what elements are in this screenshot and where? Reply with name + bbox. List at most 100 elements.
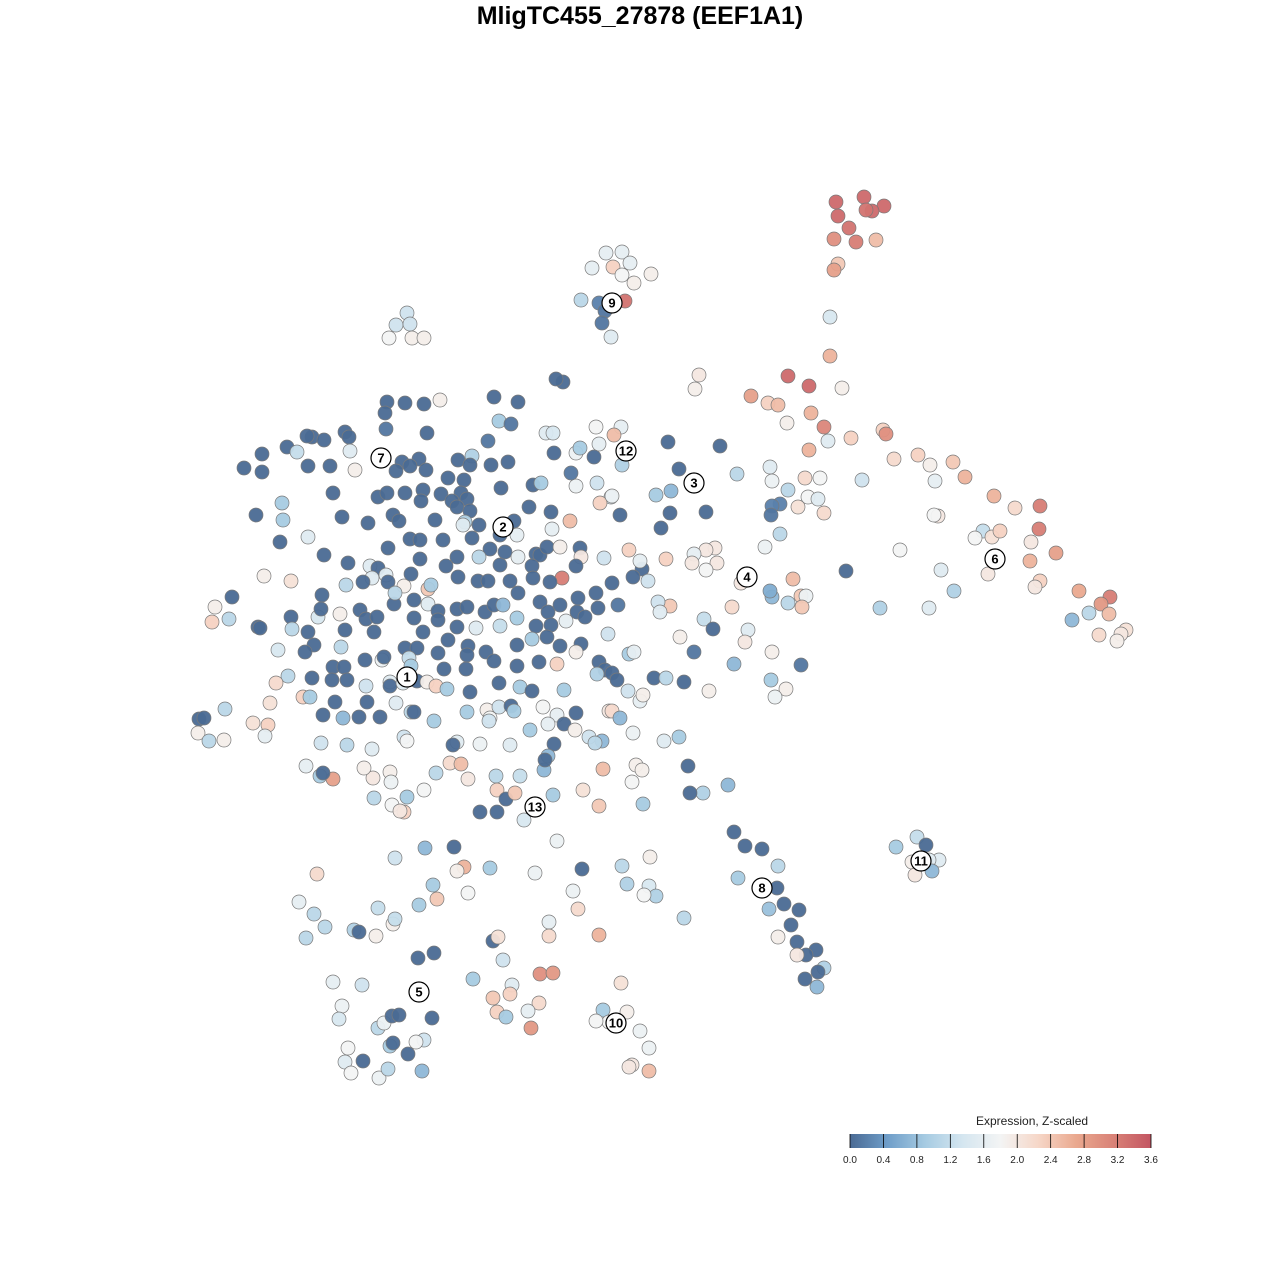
cluster-label-4: 4 [736, 566, 758, 588]
data-point [828, 194, 844, 210]
data-point [333, 639, 349, 655]
cluster-label-text: 4 [743, 570, 751, 585]
data-point [196, 710, 212, 726]
data-point [528, 618, 544, 634]
data-point [1093, 596, 1109, 612]
data-point [652, 604, 668, 620]
data-point [300, 458, 316, 474]
data-point [314, 587, 330, 603]
data-point [338, 577, 354, 593]
data-point [486, 653, 502, 669]
data-point [705, 621, 721, 637]
data-point [546, 736, 562, 752]
data-point [545, 965, 561, 981]
data-point [612, 710, 628, 726]
data-point [368, 928, 384, 944]
cluster-label-11: 11 [910, 850, 932, 872]
data-point [533, 475, 549, 491]
data-point [298, 930, 314, 946]
data-point [455, 517, 471, 533]
data-point [359, 694, 375, 710]
data-point [462, 684, 478, 700]
data-point [680, 758, 696, 774]
cluster-label-badge [984, 548, 1006, 570]
data-point [300, 624, 316, 640]
data-point [770, 858, 786, 874]
data-point [642, 849, 658, 865]
data-point [592, 495, 608, 511]
data-point [709, 555, 725, 571]
data-point [520, 1003, 536, 1019]
data-point [480, 573, 496, 589]
data-point [509, 610, 525, 626]
data-point [480, 433, 496, 449]
data-point [878, 426, 894, 442]
cluster-label-badge [683, 472, 705, 494]
data-point [539, 629, 555, 645]
data-point [686, 644, 702, 660]
data-point [812, 470, 828, 486]
data-point [306, 906, 322, 922]
data-point [428, 765, 444, 781]
data-point [289, 444, 305, 460]
data-point [980, 566, 996, 582]
cluster-label-3: 3 [683, 472, 705, 494]
data-point [459, 704, 475, 720]
data-point [503, 416, 519, 432]
cluster-label-text: 13 [528, 800, 542, 815]
data-point [430, 645, 446, 661]
data-point [672, 629, 688, 645]
data-point [316, 432, 332, 448]
data-point [643, 266, 659, 282]
data-point [335, 710, 351, 726]
data-point [356, 760, 372, 776]
data-point [826, 231, 842, 247]
data-point [691, 367, 707, 383]
data-point [778, 681, 794, 697]
data-point [595, 1002, 611, 1018]
cluster-label-text: 10 [609, 1016, 623, 1031]
data-point [791, 902, 807, 918]
data-point [588, 419, 604, 435]
cluster-label-text: 6 [991, 552, 998, 567]
data-point [316, 547, 332, 563]
data-point [415, 624, 431, 640]
data-point [524, 631, 540, 647]
data-point [540, 604, 556, 620]
data-point [509, 658, 525, 674]
data-point [506, 703, 522, 719]
data-point [497, 544, 513, 560]
data-point [531, 654, 547, 670]
data-point [1048, 545, 1064, 561]
data-point [1091, 627, 1107, 643]
data-point [332, 606, 348, 622]
points-layer [190, 189, 1134, 1086]
data-point [270, 642, 286, 658]
data-point [848, 234, 864, 250]
legend-tick-label: 3.2 [1111, 1155, 1125, 1166]
data-point [1071, 583, 1087, 599]
legend-tick-label: 3.6 [1144, 1155, 1158, 1166]
data-point [502, 986, 518, 1002]
data-point [684, 555, 700, 571]
data-point [524, 683, 540, 699]
data-point [354, 977, 370, 993]
data-point [440, 632, 456, 648]
data-point [337, 622, 353, 638]
data-point [414, 1063, 430, 1079]
cluster-label-badge [910, 850, 932, 872]
data-point [365, 770, 381, 786]
data-point [622, 255, 638, 271]
data-point [397, 395, 413, 411]
data-point [417, 840, 433, 856]
data-point [783, 917, 799, 933]
data-point [636, 887, 652, 903]
data-point [763, 672, 779, 688]
data-point [635, 796, 651, 812]
cluster-label-7: 7 [370, 447, 392, 469]
data-point [507, 785, 523, 801]
data-point [256, 568, 272, 584]
cluster-label-badge [408, 981, 430, 1003]
